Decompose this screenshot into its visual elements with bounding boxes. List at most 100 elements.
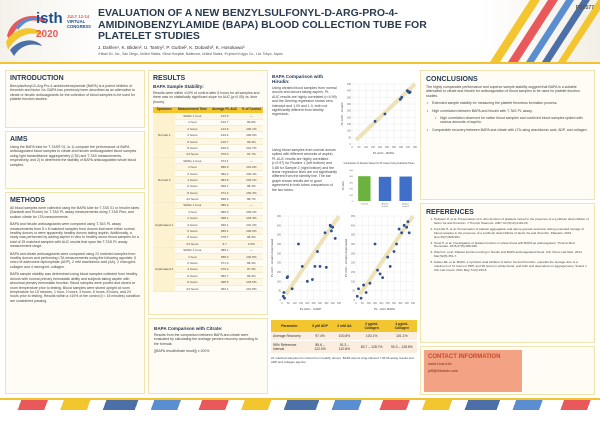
table-cell: 99.9% — [239, 119, 263, 127]
introduction-text: Benzylsulfonyl-D-Arg-Pro-4-amidinobenzyl… — [10, 84, 136, 102]
table-cell: 103.3% — [239, 215, 263, 222]
y-tick-label: 450 — [347, 83, 352, 86]
column-header: Parameter — [271, 320, 308, 332]
data-point — [355, 294, 359, 298]
x-axis-label: PL AUC - CADP — [300, 307, 322, 311]
table-cell: 390.1 — [209, 221, 240, 229]
isth-logo-swirl-icon — [6, 15, 47, 56]
y-tick-label: 0 — [280, 299, 282, 302]
x-tick-label: 200 — [378, 146, 383, 149]
data-point — [395, 242, 398, 246]
citrate-formula: ([BAPA result/citrate result]) x 100% — [154, 349, 210, 354]
data-point — [388, 265, 392, 268]
y-tick-label: 400 — [347, 90, 352, 93]
table-cell: 380.0 — [209, 163, 240, 171]
conclusion-bullet: High correlation between BAPA and hirudi… — [426, 109, 589, 114]
x-tick-label: 350 — [398, 302, 403, 305]
table-cell: 100.3% — [239, 189, 263, 197]
table-cell: 5.7 — [209, 240, 240, 248]
data-point — [405, 225, 409, 229]
table-cell: 99.3% — [239, 138, 263, 146]
column-header: Specimen — [153, 107, 176, 113]
table-row: 24 hours 379.3 91.7% — [153, 151, 263, 159]
x-tick-label: 50 — [358, 146, 361, 149]
table-cell: 6 hours — [175, 272, 210, 280]
data-point — [357, 287, 360, 291]
hirudin-section: BAPA Comparison with Hirudin: Using citr… — [272, 72, 337, 120]
y-tick-label: 450 — [277, 215, 282, 218]
bar — [399, 176, 412, 201]
y-tick-label: 350 — [277, 234, 282, 237]
x-tick-label: 0 — [281, 302, 283, 305]
x-tick-label: 50 — [361, 302, 364, 305]
table-cell: 386.0 — [209, 208, 240, 216]
data-point — [311, 278, 314, 281]
congress-label: JULY 12-14 VIRTUAL CONGRESS — [67, 14, 91, 29]
table-cell: 388.3 — [209, 253, 240, 261]
data-point — [297, 242, 300, 246]
table-cell: 98.3% — [239, 234, 263, 242]
table-cell: 368.2 — [209, 195, 240, 203]
y-tick-label: 250 — [351, 252, 356, 255]
hirudin-bapa-scatter-chart: 0050501001001501502002002502503003003503… — [340, 82, 418, 155]
data-point — [398, 97, 402, 101]
references-list: Hellstern P, et al. Preservation of in v… — [426, 217, 589, 273]
data-point — [364, 291, 368, 294]
contact-box: CONTACT INFORMATION www.t-tas.info jeff@… — [424, 350, 522, 392]
y-axis-label: PL AUC - Hirudin Aspirinated — [270, 238, 274, 277]
data-point — [381, 276, 384, 279]
methods-heading: METHODS — [10, 197, 45, 204]
column-header: Measurement Time — [175, 107, 210, 113]
x-axis-label: PL - AUC BAPA — [374, 307, 395, 311]
table-cell: 2 hours — [175, 259, 210, 267]
x-tick-label: 300 — [392, 146, 397, 149]
table-cell: 8 hours — [175, 189, 210, 197]
table-row: 6 hours 366.1 98.1% — [153, 183, 263, 191]
table-cell: 96.4% — [239, 259, 263, 267]
authors: J. Dahlen¹, K. Bliden², U. Tantry², P. G… — [98, 45, 245, 50]
data-point — [400, 231, 403, 235]
affiliations: ¹Hikari Dx, Inc., San Diego, United Stat… — [98, 52, 283, 56]
x-tick-label: Control — [361, 203, 369, 206]
x-tick-label: 150 — [373, 302, 378, 305]
y-tick-label: 200 — [277, 262, 282, 265]
specimen-cell: Normal 2 — [153, 157, 176, 203]
y-tick-label: 450 — [351, 215, 356, 218]
table-cell: 2 hours — [175, 125, 210, 133]
table-cell: 98.7% — [239, 195, 263, 203]
table-cell: 1 hour — [175, 253, 210, 261]
y-tick-label: 300 — [347, 103, 352, 106]
table-cell: 95% Reference Interval — [271, 340, 308, 354]
table-row: 4 hours 384.6 103.1% — [153, 176, 263, 184]
bar — [358, 176, 371, 201]
table-cell: — — [239, 247, 263, 254]
x-tick-label: 450 — [337, 302, 342, 305]
table-cell: 8 hours — [175, 278, 210, 286]
table-cell: 382.2 — [209, 170, 240, 178]
y-tick-label: 250 — [347, 110, 352, 113]
conclusion-bullet: High correlation observed for native blo… — [434, 116, 589, 125]
contact-email[interactable]: jeff@hikaridx.com — [428, 369, 459, 374]
x-tick-label: 100 — [367, 302, 372, 305]
specimen-cell: Normal 1 — [153, 112, 176, 159]
table-row: 1 hour 388.3 100.8% — [153, 253, 263, 261]
y-tick-label: 50 — [352, 290, 355, 293]
y-tick-label: 200 — [349, 189, 353, 191]
table-row: Normal 1 Within 1 hour 413.3— — [153, 112, 263, 159]
table-row: 8 hours 378.7 98.3% — [153, 234, 263, 242]
hirudin-text-1: Using citrated blood samples from normal… — [272, 86, 337, 117]
specimen-cell: Aspirinated 2 — [153, 247, 176, 293]
data-point — [378, 272, 382, 276]
methods-paragraph: BAPA and citrate anticoagulants were com… — [10, 251, 137, 269]
conclusions-text: The highly comparable performance and su… — [426, 85, 580, 98]
column-header: 2 mM AA — [332, 320, 357, 332]
table-row: 1 hour 386.0 100.2% — [153, 208, 263, 216]
data-point — [286, 275, 290, 279]
table-cell: 101.7% — [239, 144, 263, 152]
table-cell: 420.3 — [209, 144, 240, 152]
contact-website[interactable]: www.t-tas.info — [428, 362, 452, 366]
table-cell: 100.8% — [239, 253, 263, 261]
x-tick-label: 200 — [305, 302, 310, 305]
data-point — [359, 296, 363, 300]
table-cell: — — [239, 157, 263, 165]
